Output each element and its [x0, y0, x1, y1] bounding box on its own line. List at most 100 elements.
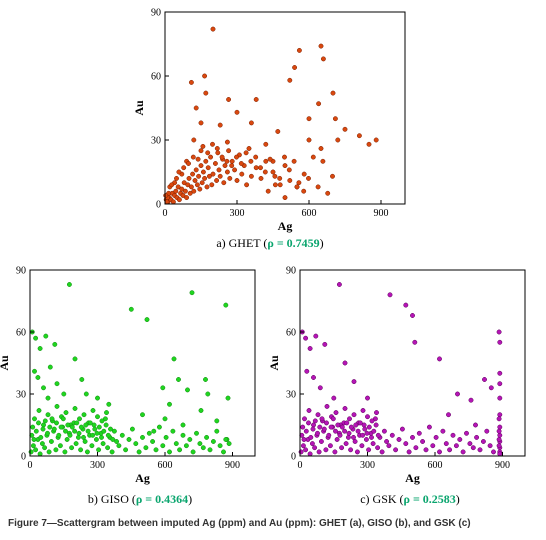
- data-point: [306, 137, 312, 143]
- data-point: [248, 158, 254, 164]
- x-axis-label: Ag: [135, 471, 150, 485]
- data-point: [62, 449, 68, 455]
- figure-caption: Figure 7—Scattergram between imputed Ag …: [8, 518, 471, 529]
- data-point: [105, 432, 111, 438]
- data-point: [192, 178, 198, 183]
- data-point: [315, 184, 321, 190]
- data-point: [203, 90, 209, 96]
- data-point: [302, 416, 307, 422]
- data-point: [294, 184, 300, 190]
- data-point: [140, 434, 145, 440]
- data-point: [64, 437, 70, 442]
- data-point: [345, 434, 351, 440]
- caption-giso: b) GISO (ρ = 0.4364): [80, 492, 200, 507]
- data-point: [195, 156, 201, 162]
- data-point: [344, 420, 350, 426]
- data-point: [365, 414, 370, 420]
- scatter-plot-giso: 0 300 600 900 0 30 60 90 Ag Au: [0, 266, 256, 485]
- caption-ghet-prefix: a) GHET (: [216, 236, 268, 250]
- data-point: [384, 439, 390, 444]
- data-point: [375, 432, 381, 438]
- data-point: [234, 154, 239, 160]
- data-point: [287, 178, 293, 183]
- data-point: [310, 154, 316, 160]
- data-point: [348, 424, 354, 430]
- data-point: [170, 199, 176, 205]
- data-point: [366, 447, 372, 453]
- data-point: [267, 156, 273, 162]
- data-point: [322, 341, 328, 347]
- data-point: [303, 447, 309, 453]
- data-point: [373, 137, 379, 143]
- data-point: [310, 426, 316, 432]
- data-point: [497, 424, 503, 430]
- data-point: [146, 430, 152, 436]
- data-point: [186, 161, 191, 166]
- data-point: [306, 408, 312, 413]
- data-point: [325, 190, 331, 196]
- data-point: [272, 182, 278, 188]
- data-point: [214, 146, 220, 151]
- data-point: [227, 175, 233, 181]
- data-point: [191, 137, 197, 143]
- data-point: [473, 422, 478, 428]
- data-point: [173, 441, 179, 447]
- data-point: [307, 451, 313, 457]
- data-point: [333, 428, 338, 434]
- data-point: [196, 173, 202, 179]
- data-point: [210, 171, 216, 177]
- data-point: [153, 447, 159, 453]
- data-point: [217, 443, 223, 449]
- data-point: [496, 443, 502, 449]
- data-point: [243, 150, 249, 156]
- data-point: [176, 169, 182, 175]
- y-tick-label: 30: [151, 136, 161, 147]
- data-point: [262, 169, 268, 175]
- data-point: [54, 403, 60, 409]
- data-point: [369, 434, 374, 440]
- data-point: [497, 339, 503, 345]
- data-point: [246, 146, 252, 151]
- data-point: [226, 441, 232, 447]
- data-point: [169, 182, 175, 188]
- data-point: [219, 154, 225, 160]
- data-point: [277, 175, 283, 181]
- data-point: [333, 410, 339, 416]
- data-point: [426, 424, 432, 430]
- data-point: [342, 428, 348, 434]
- data-point: [343, 441, 349, 447]
- data-point: [330, 173, 335, 179]
- data-point: [420, 439, 426, 444]
- data-point: [83, 391, 89, 397]
- data-point: [258, 175, 264, 181]
- caption-giso-rho: ρ = 0.4364: [135, 492, 189, 506]
- data-point: [72, 356, 78, 362]
- data-point: [328, 424, 334, 430]
- data-point: [433, 434, 439, 440]
- data-point: [47, 364, 53, 370]
- data-point: [282, 163, 288, 169]
- data-point: [446, 412, 451, 418]
- point-group: [298, 282, 503, 457]
- data-point: [207, 447, 213, 453]
- data-point: [74, 420, 80, 426]
- data-point: [93, 437, 99, 442]
- data-point: [312, 418, 318, 424]
- data-point: [198, 148, 204, 154]
- data-point: [209, 182, 215, 188]
- y-tick-label: 60: [151, 72, 161, 83]
- x-tick-label: 600: [302, 208, 317, 219]
- data-point: [316, 449, 322, 455]
- data-point: [320, 158, 326, 164]
- data-point: [366, 424, 372, 430]
- x-tick-label: 300: [90, 460, 105, 471]
- data-point: [301, 437, 307, 442]
- data-point: [354, 449, 360, 455]
- data-point: [224, 158, 230, 164]
- data-point: [143, 445, 149, 451]
- data-point: [167, 401, 172, 407]
- data-point: [317, 424, 323, 430]
- y-tick-label: 90: [16, 266, 26, 277]
- data-point: [474, 434, 480, 440]
- data-point: [49, 416, 55, 422]
